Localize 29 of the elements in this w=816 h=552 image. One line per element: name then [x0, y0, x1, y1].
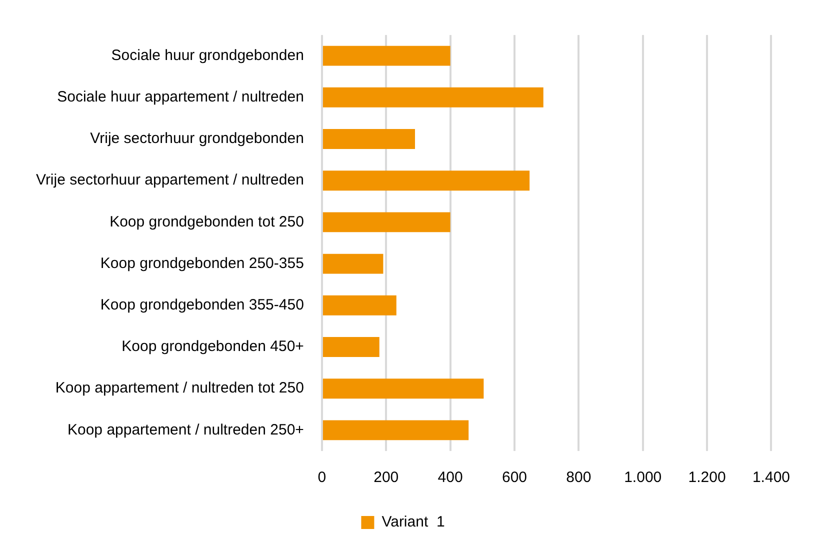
x-tick-label: 600 [502, 469, 527, 486]
x-tick-label: 200 [374, 469, 399, 486]
x-tick-label: 1.200 [688, 469, 726, 486]
y-tick-label: Sociale huur grondgebonden [111, 46, 304, 64]
y-tick-label: Vrije sectorhuur grondgebonden [90, 130, 304, 148]
y-tick-label: Koop appartement / nultreden tot 250 [55, 380, 304, 397]
x-tick-label: 400 [438, 469, 463, 486]
bar [322, 129, 415, 149]
bar [322, 295, 396, 316]
x-tick-label: 800 [566, 469, 592, 486]
legend-label: Variant 1 [382, 514, 445, 531]
bar [322, 46, 450, 66]
bar [322, 337, 380, 357]
y-tick-label: Koop appartement / nultreden 250+ [67, 421, 304, 438]
y-tick-label: Vrije sectorhuur appartement / nultreden [36, 172, 304, 189]
y-tick-label: Koop grondgebonden 250-355 [100, 254, 304, 272]
y-tick-label: Koop grondgebonden 450+ [122, 338, 304, 356]
bar [322, 420, 469, 440]
x-tick-label: 0 [318, 469, 326, 486]
x-tick-label: 1.400 [752, 469, 790, 486]
x-tick-label: 1.000 [624, 469, 662, 486]
bar [322, 170, 530, 191]
bar [322, 378, 484, 399]
y-tick-label: Sociale huur appartement / nultreden [57, 88, 304, 106]
y-tick-label: Koop grondgebonden tot 250 [110, 213, 304, 230]
bar [322, 87, 544, 108]
y-tick-label: Koop grondgebonden 355-450 [100, 296, 304, 314]
bar [322, 212, 450, 232]
bar [322, 254, 384, 274]
